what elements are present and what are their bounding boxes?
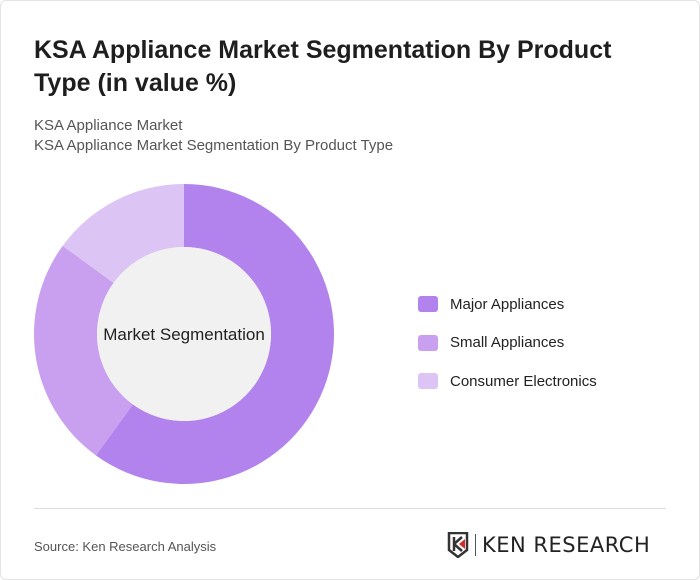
legend-item-small: Small Appliances: [418, 324, 597, 363]
legend-item-major: Major Appliances: [418, 285, 597, 324]
legend-swatch: [418, 334, 438, 351]
legend-item-consumer: Consumer Electronics: [418, 362, 597, 401]
donut-slice-consumer-electronics: [62, 184, 185, 283]
subtitle-segmentation: KSA Appliance Market Segmentation By Pro…: [34, 137, 394, 154]
ken-logo-icon: [447, 532, 469, 558]
center-label: Market Segmentation: [103, 325, 265, 344]
donut-hole: [97, 247, 271, 421]
source-note: Source: Ken Research Analysis: [34, 539, 217, 554]
legend-swatch: [418, 373, 438, 390]
legend-label: Small Appliances: [450, 334, 565, 352]
legend: Major Appliances Small Appliances Consum…: [418, 285, 597, 401]
legend-label: Consumer Electronics: [450, 372, 597, 390]
chart-title: KSA Appliance Market Segmentation By Pro…: [34, 36, 612, 97]
legend-swatch: [418, 296, 438, 313]
donut-chart: Market Segmentation: [34, 184, 335, 484]
logo-text: KEN RESEARCH: [482, 533, 651, 557]
divider: [34, 508, 666, 509]
subtitle-market: KSA Appliance Market: [34, 117, 183, 134]
donut-slice-major-appliances: [95, 184, 335, 484]
legend-label: Major Appliances: [450, 295, 565, 313]
donut-slice-small-appliances: [34, 245, 133, 456]
ken-research-logo: KEN RESEARCH: [447, 532, 650, 558]
